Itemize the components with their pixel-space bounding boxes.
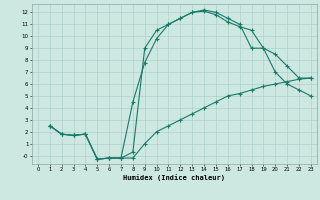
X-axis label: Humidex (Indice chaleur): Humidex (Indice chaleur) [124, 175, 225, 181]
